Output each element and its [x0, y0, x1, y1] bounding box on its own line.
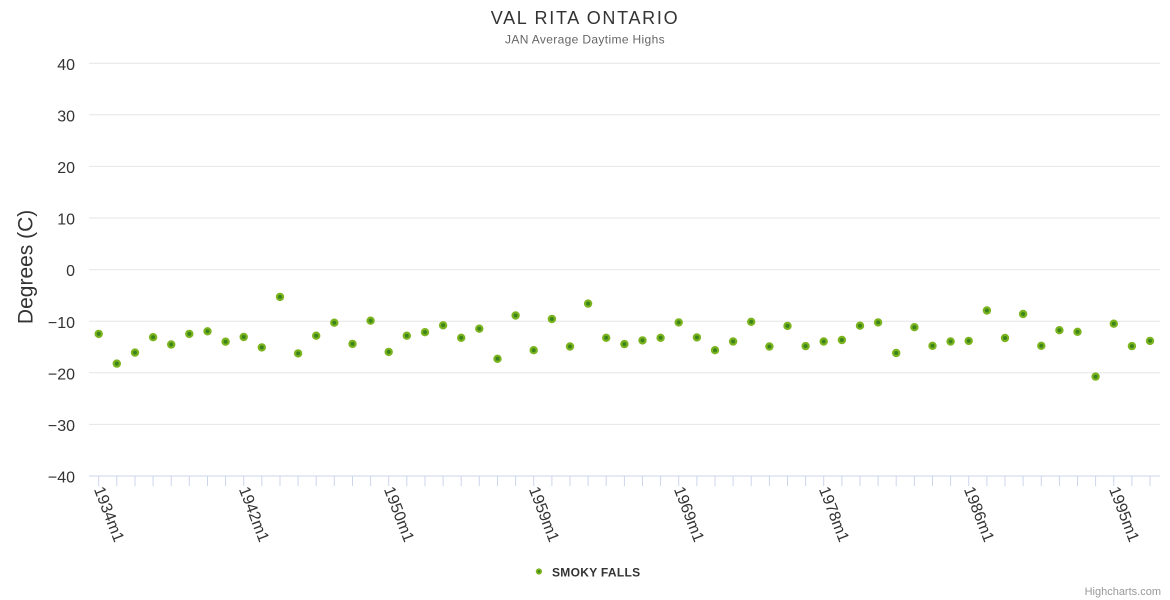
svg-text:Degrees (C): Degrees (C) [15, 210, 38, 324]
svg-text:40: 40 [57, 57, 75, 74]
svg-text:JAN Average Daytime Highs: JAN Average Daytime Highs [505, 32, 665, 46]
svg-text:Highcharts.com: Highcharts.com [1085, 586, 1161, 598]
svg-text:20: 20 [57, 160, 75, 177]
svg-text:−10: −10 [48, 315, 75, 332]
svg-text:10: 10 [57, 212, 75, 229]
svg-text:−20: −20 [48, 366, 75, 383]
svg-text:30: 30 [57, 108, 75, 125]
svg-text:SMOKY FALLS: SMOKY FALLS [552, 565, 640, 579]
svg-text:−40: −40 [48, 470, 75, 487]
svg-text:0: 0 [66, 263, 75, 280]
svg-text:VAL RITA ONTARIO: VAL RITA ONTARIO [491, 8, 680, 28]
svg-text:−30: −30 [48, 418, 75, 435]
